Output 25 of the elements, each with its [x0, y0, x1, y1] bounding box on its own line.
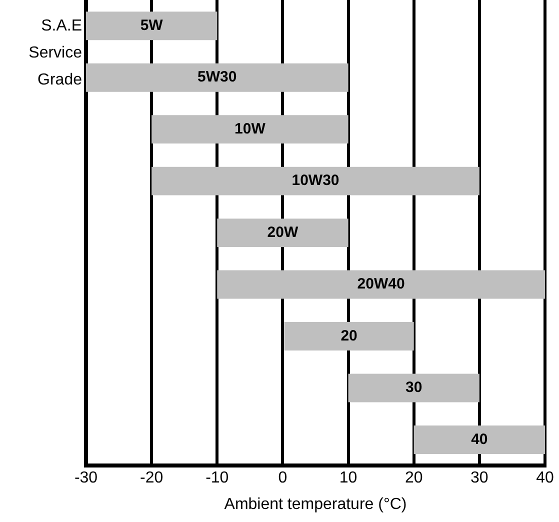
x-tick-label: 10	[339, 470, 358, 487]
bar	[284, 322, 414, 350]
x-tick-label: -10	[206, 470, 229, 487]
bar	[348, 374, 480, 402]
x-tick-label: -30	[74, 470, 98, 487]
y-tick-label: 20W	[267, 224, 299, 241]
x-tick-label: 30	[470, 470, 488, 487]
x-tick-label: 0	[278, 470, 288, 487]
bar	[217, 218, 348, 248]
y-tick-label: 5W30	[198, 68, 237, 86]
y-tick-label: 10W30	[292, 172, 340, 190]
y-tick-label: 10W	[234, 120, 266, 138]
y-tick-label: 20W40	[357, 276, 405, 293]
bar	[414, 426, 545, 454]
x-tick-label: -20	[140, 470, 164, 487]
y-axis-title: S.A.E Service Grade	[28, 17, 82, 88]
bar	[86, 63, 348, 92]
bar	[86, 12, 218, 40]
bar	[152, 115, 348, 144]
bar	[152, 166, 480, 196]
x-tick-label: 20	[404, 470, 423, 487]
y-tick-label: 5W	[140, 17, 164, 34]
x-axis-title: Ambient temperature (°C)	[224, 496, 407, 513]
bar	[217, 270, 545, 299]
x-tick-label: 40	[536, 470, 554, 487]
